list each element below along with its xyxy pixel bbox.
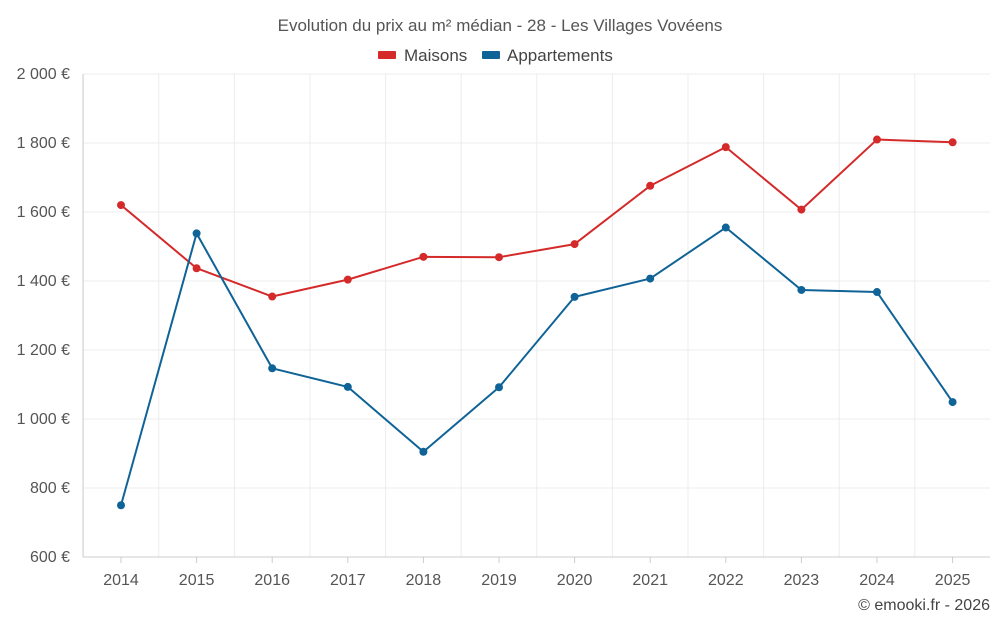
x-tick-label: 2015	[179, 572, 215, 589]
x-tick-label: 2023	[784, 572, 820, 589]
data-point-maisons[interactable]	[268, 292, 277, 301]
chart-title: Evolution du prix au m² médian - 28 - Le…	[278, 16, 723, 35]
data-point-maisons[interactable]	[570, 240, 579, 249]
y-tick-label: 1 800 €	[17, 135, 70, 152]
data-point-appartements[interactable]	[268, 364, 277, 373]
y-tick-label: 1 000 €	[17, 411, 70, 428]
data-point-appartements[interactable]	[948, 398, 957, 407]
y-tick-label: 2 000 €	[17, 66, 70, 83]
y-tick-label: 1 600 €	[17, 204, 70, 221]
data-point-appartements[interactable]	[343, 382, 352, 391]
legend: Maisons Appartements	[378, 46, 613, 65]
data-point-maisons[interactable]	[419, 252, 428, 261]
credit-text: © emooki.fr - 2026	[858, 597, 990, 614]
data-point-appartements[interactable]	[570, 292, 579, 301]
x-tick-label: 2020	[557, 572, 593, 589]
series-line-appartements	[120, 226, 954, 506]
x-tick-label: 2024	[859, 572, 895, 589]
data-point-appartements[interactable]	[419, 447, 428, 456]
y-tick-label: 1 400 €	[17, 273, 70, 290]
data-point-maisons[interactable]	[797, 205, 806, 214]
data-point-maisons[interactable]	[192, 264, 201, 273]
series-layer	[117, 135, 957, 510]
data-point-appartements[interactable]	[721, 223, 730, 232]
data-point-maisons[interactable]	[495, 253, 503, 262]
data-point-maisons[interactable]	[948, 138, 957, 147]
legend-label-maisons[interactable]: Maisons	[404, 46, 467, 65]
x-tick-label: 2016	[254, 572, 290, 589]
x-tick-label: 2019	[481, 572, 517, 589]
data-point-maisons[interactable]	[721, 143, 730, 152]
grid	[82, 73, 990, 557]
x-tick-label: 2014	[103, 572, 139, 589]
axes: 600 € 800 € 1 000 € 1 200 € 1 400 € 1 600 € 1 …	[17, 66, 990, 589]
legend-swatch-appartements	[482, 51, 500, 59]
data-point-appartements[interactable]	[797, 285, 806, 294]
data-point-appartements[interactable]	[117, 501, 125, 510]
y-tick-label: 1 200 €	[17, 342, 70, 359]
x-tick-label: 2022	[708, 572, 744, 589]
data-point-maisons[interactable]	[646, 181, 655, 190]
data-point-appartements[interactable]	[192, 229, 201, 238]
x-tick-label: 2017	[330, 572, 366, 589]
data-point-maisons[interactable]	[873, 135, 881, 144]
data-point-maisons[interactable]	[343, 275, 352, 284]
data-point-appartements[interactable]	[873, 288, 881, 297]
x-tick-label: 2021	[632, 572, 668, 589]
legend-swatch-maisons	[378, 51, 396, 59]
data-point-maisons[interactable]	[117, 201, 125, 210]
data-point-appartements[interactable]	[495, 383, 503, 392]
x-tick-label: 2025	[935, 572, 971, 589]
legend-label-appartements[interactable]: Appartements	[507, 46, 613, 65]
series-line-maisons	[120, 138, 953, 298]
data-point-appartements[interactable]	[646, 274, 655, 283]
y-tick-label: 600 €	[30, 549, 70, 566]
y-tick-label: 800 €	[30, 480, 70, 497]
x-tick-label: 2018	[406, 572, 442, 589]
